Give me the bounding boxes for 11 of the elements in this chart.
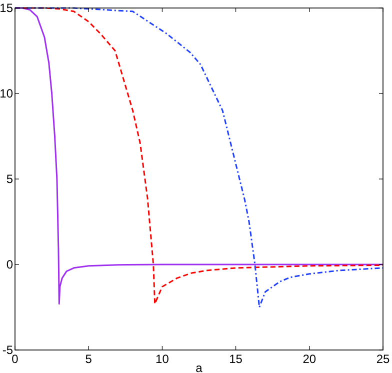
y-tick-label: 0	[6, 258, 14, 272]
x-tick-label: 20	[302, 352, 316, 366]
x-tick-label: 5	[85, 352, 92, 366]
x-tick-label: 10	[156, 352, 170, 366]
x-axis-title: a	[196, 361, 203, 373]
y-tick-label: 10	[0, 86, 14, 100]
x-tick-label: 25	[376, 352, 390, 366]
x-tick-label: 15	[229, 352, 243, 366]
y-tick-label: 15	[0, 1, 14, 15]
y-tick-label: 5	[6, 172, 14, 186]
y-tick-label: -5	[2, 343, 14, 357]
